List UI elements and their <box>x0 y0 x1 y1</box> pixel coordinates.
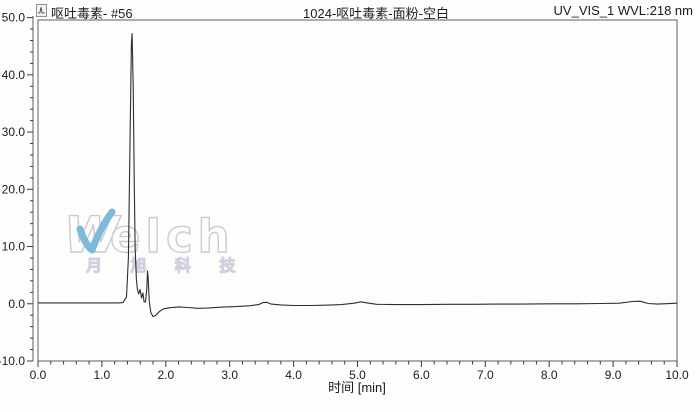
x-tick-label: 5.0 <box>349 368 366 382</box>
sample-title: 1024-呕吐毒素-面粉-空白 <box>303 6 449 21</box>
y-tick-label: 30.0 <box>2 125 26 139</box>
x-axis-title: 时间 [min] <box>328 380 386 395</box>
x-tick-label: 2.0 <box>157 368 174 382</box>
welch-watermark: W elch 月 旭 科 技 <box>63 205 247 275</box>
x-tick-label: 7.0 <box>477 368 494 382</box>
x-tick-label: 1.0 <box>94 368 111 382</box>
x-tick-label: 9.0 <box>605 368 622 382</box>
y-tick-label: -10.0 <box>0 354 25 368</box>
y-tick-label: 20.0 <box>2 182 26 196</box>
axis-ticks <box>27 17 678 367</box>
axis-tick-labels: 0.0 1.0 2.0 3.0 4.0 5.0 6.0 7.0 8.0 9.0 10.0 -10.0 0… <box>0 11 689 382</box>
injection-name: 呕吐毒素- #56 <box>51 6 133 21</box>
watermark-swoosh-icon <box>76 208 116 254</box>
channel-icon-glyph <box>38 7 45 14</box>
y-tick-label: 50.0 <box>2 11 26 25</box>
x-tick-label: 3.0 <box>221 368 238 382</box>
x-tick-label: 10.0 <box>665 368 689 382</box>
signal-trace <box>38 33 678 318</box>
watermark-chinese-text: 月 旭 科 技 <box>85 256 247 275</box>
channel-icon[interactable] <box>36 4 47 17</box>
x-tick-label: 6.0 <box>413 368 430 382</box>
y-tick-label: 40.0 <box>2 68 26 82</box>
x-tick-label: 8.0 <box>541 368 558 382</box>
y-tick-label: 0.0 <box>8 297 25 311</box>
y-tick-label: 10.0 <box>2 240 26 254</box>
x-tick-label: 0.0 <box>30 368 47 382</box>
detector-channel-label: UV_VIS_1 WVL:218 nm <box>553 3 693 18</box>
x-tick-label: 4.0 <box>285 368 302 382</box>
